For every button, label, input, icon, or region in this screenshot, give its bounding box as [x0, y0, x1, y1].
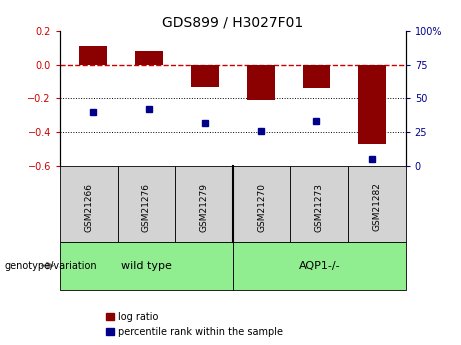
- Text: wild type: wild type: [121, 261, 172, 270]
- Text: GSM21270: GSM21270: [257, 183, 266, 231]
- Text: GSM21282: GSM21282: [372, 183, 381, 231]
- Bar: [79, 46, 107, 65]
- Bar: [247, 65, 275, 100]
- Text: genotype/variation: genotype/variation: [5, 261, 97, 270]
- Text: AQP1-/-: AQP1-/-: [298, 261, 340, 270]
- Text: GSM21279: GSM21279: [200, 183, 208, 231]
- Bar: [191, 65, 219, 87]
- Legend: log ratio, percentile rank within the sample: log ratio, percentile rank within the sa…: [106, 312, 283, 337]
- Text: GSM21276: GSM21276: [142, 183, 151, 231]
- Text: GSM21266: GSM21266: [84, 183, 93, 231]
- Bar: [302, 65, 331, 88]
- Text: GSM21273: GSM21273: [315, 183, 324, 231]
- Bar: [358, 65, 386, 144]
- Title: GDS899 / H3027F01: GDS899 / H3027F01: [162, 16, 303, 30]
- Bar: [135, 51, 163, 65]
